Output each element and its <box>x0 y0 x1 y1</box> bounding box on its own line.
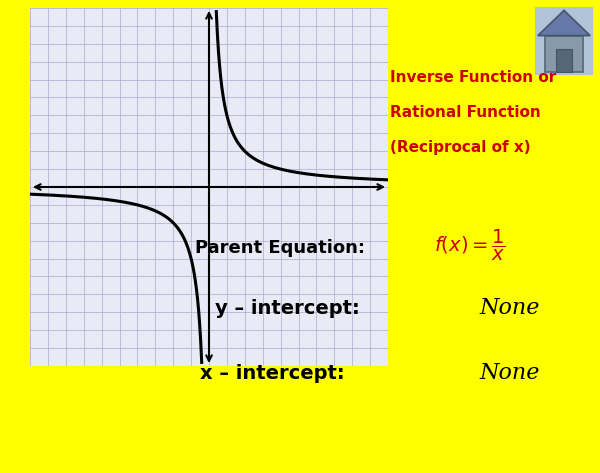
Polygon shape <box>545 35 583 71</box>
Text: $f(x) = \dfrac{1}{x}$: $f(x) = \dfrac{1}{x}$ <box>434 228 506 263</box>
Text: Inverse Function or: Inverse Function or <box>390 70 556 85</box>
Polygon shape <box>538 10 590 35</box>
Text: None: None <box>480 297 540 319</box>
Polygon shape <box>556 49 572 71</box>
Text: Parent Equation:: Parent Equation: <box>195 239 365 257</box>
Text: y – intercept:: y – intercept: <box>215 298 360 317</box>
Text: x – intercept:: x – intercept: <box>200 363 344 383</box>
Text: Rational Function: Rational Function <box>390 105 541 120</box>
Text: None: None <box>480 362 540 384</box>
Text: (Reciprocal of x): (Reciprocal of x) <box>390 140 530 155</box>
